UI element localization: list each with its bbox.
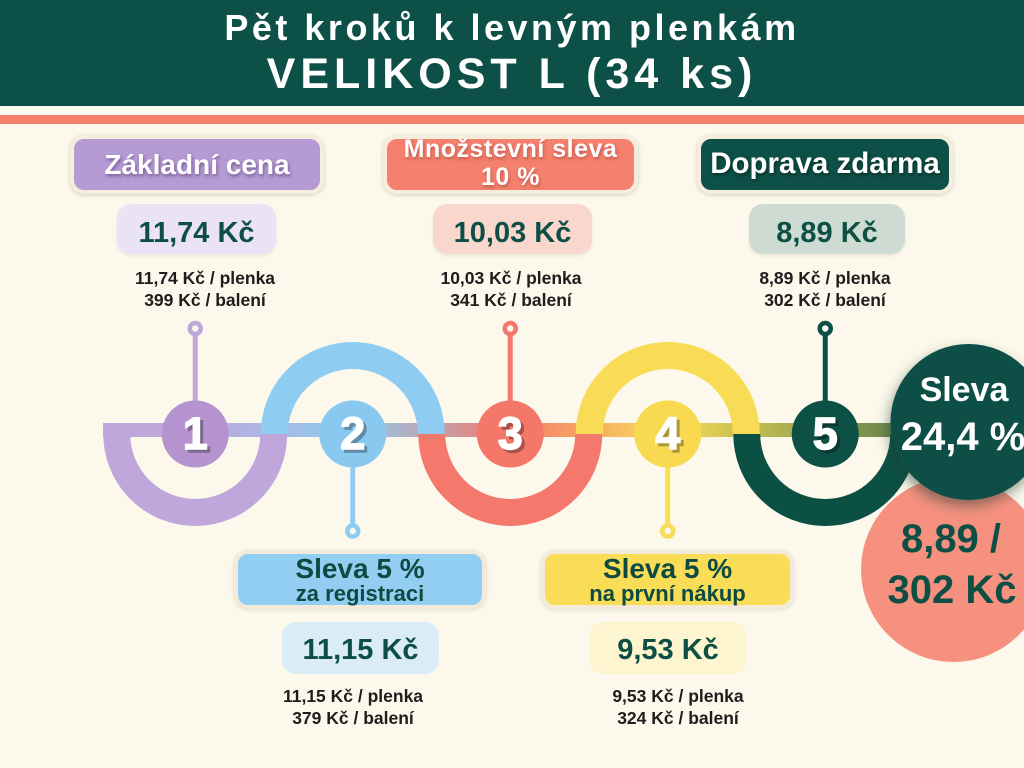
svg-text:1: 1 bbox=[183, 408, 208, 459]
svg-text:5: 5 bbox=[813, 408, 838, 459]
svg-text:3: 3 bbox=[498, 408, 523, 459]
svg-text:1: 1 bbox=[186, 411, 211, 462]
svg-text:Sleva: Sleva bbox=[920, 371, 1010, 409]
svg-text:2: 2 bbox=[340, 408, 365, 459]
svg-text:4: 4 bbox=[658, 411, 683, 462]
svg-text:2: 2 bbox=[343, 411, 368, 462]
svg-text:3: 3 bbox=[501, 411, 526, 462]
svg-text:5: 5 bbox=[816, 411, 841, 462]
svg-text:24,4 %: 24,4 % bbox=[901, 415, 1024, 459]
svg-text:8,89 /: 8,89 / bbox=[901, 517, 1001, 561]
svg-text:302 Kč: 302 Kč bbox=[888, 568, 1017, 612]
svg-text:4: 4 bbox=[655, 408, 680, 459]
